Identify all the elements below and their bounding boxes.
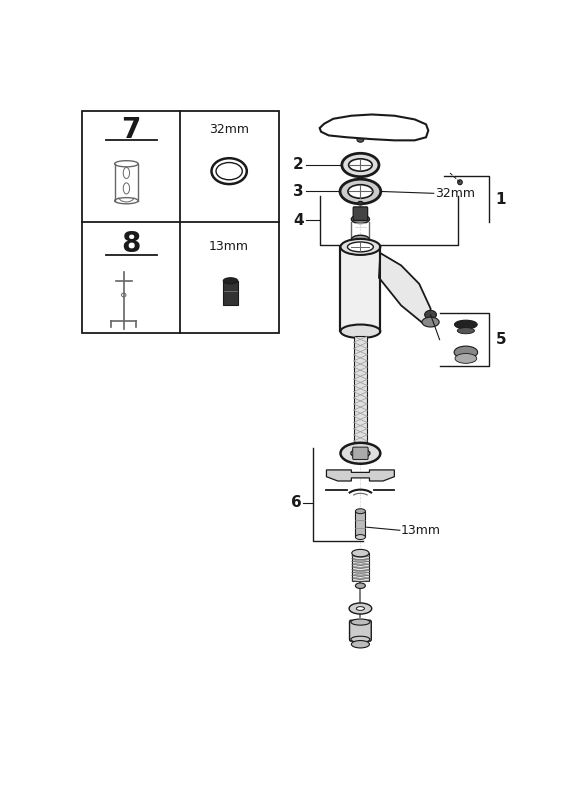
Ellipse shape — [458, 180, 463, 185]
Text: 13mm: 13mm — [209, 241, 249, 254]
Ellipse shape — [340, 443, 380, 464]
Ellipse shape — [354, 244, 367, 250]
Ellipse shape — [340, 325, 380, 338]
Text: 5: 5 — [495, 332, 506, 347]
FancyBboxPatch shape — [350, 620, 371, 641]
Bar — [354, 336, 367, 447]
Bar — [223, 281, 238, 306]
Bar — [356, 511, 366, 537]
Text: 32mm: 32mm — [435, 187, 475, 200]
Text: 6: 6 — [291, 495, 301, 510]
Polygon shape — [319, 114, 428, 140]
Ellipse shape — [356, 509, 366, 514]
Polygon shape — [379, 253, 430, 324]
Ellipse shape — [457, 328, 474, 334]
Text: 1: 1 — [495, 192, 506, 207]
Text: 3: 3 — [293, 184, 304, 199]
Ellipse shape — [356, 534, 366, 539]
Ellipse shape — [352, 235, 370, 244]
Bar — [82, 111, 279, 333]
Ellipse shape — [349, 603, 371, 614]
Text: 32mm: 32mm — [209, 123, 249, 136]
Ellipse shape — [357, 202, 363, 205]
Ellipse shape — [356, 207, 365, 213]
Ellipse shape — [351, 636, 370, 642]
Ellipse shape — [422, 317, 439, 327]
Ellipse shape — [352, 215, 370, 223]
Bar — [340, 247, 380, 331]
Ellipse shape — [342, 154, 379, 177]
Text: 7: 7 — [121, 116, 141, 144]
FancyBboxPatch shape — [353, 207, 368, 221]
Ellipse shape — [357, 138, 364, 142]
Text: 2: 2 — [293, 158, 304, 173]
Ellipse shape — [454, 346, 478, 358]
Polygon shape — [326, 470, 394, 481]
Ellipse shape — [349, 159, 372, 171]
Text: 13mm: 13mm — [401, 524, 441, 537]
Ellipse shape — [340, 179, 381, 204]
Ellipse shape — [356, 583, 366, 589]
FancyBboxPatch shape — [353, 447, 368, 459]
Ellipse shape — [340, 239, 380, 255]
Ellipse shape — [356, 606, 364, 610]
Ellipse shape — [454, 320, 477, 329]
Ellipse shape — [348, 185, 373, 198]
Ellipse shape — [347, 242, 373, 252]
Text: 4: 4 — [293, 213, 304, 228]
Ellipse shape — [352, 550, 369, 557]
Ellipse shape — [351, 449, 370, 458]
Ellipse shape — [351, 619, 370, 625]
Ellipse shape — [425, 310, 436, 319]
Ellipse shape — [455, 354, 477, 363]
Bar — [352, 553, 369, 581]
Ellipse shape — [223, 278, 238, 284]
Text: 8: 8 — [121, 230, 141, 258]
Ellipse shape — [352, 641, 370, 648]
